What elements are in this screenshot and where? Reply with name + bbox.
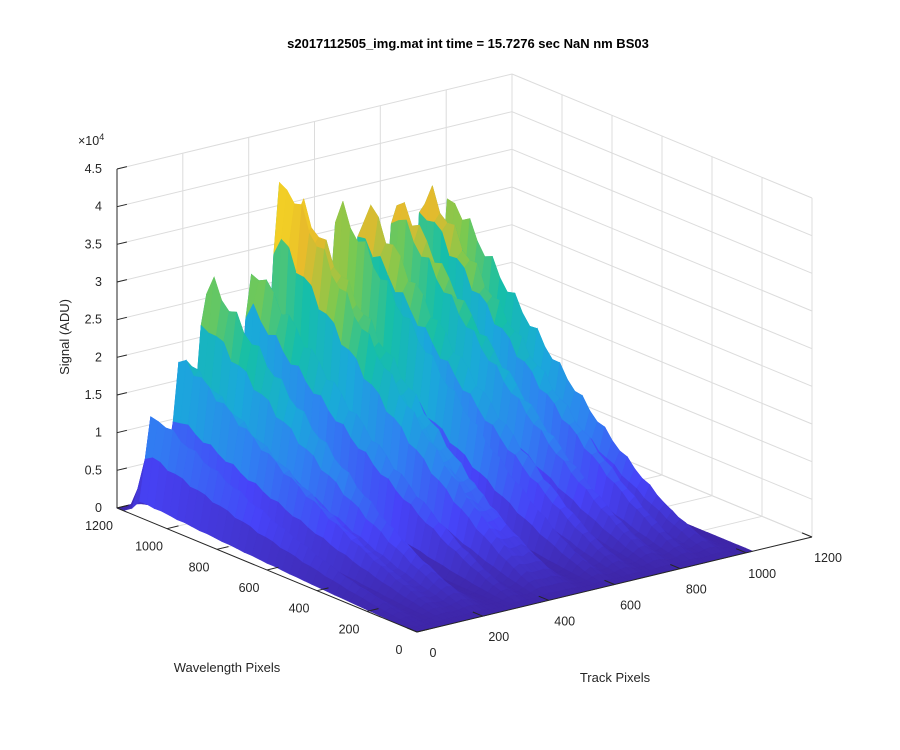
z-tick-mark [116, 279, 128, 283]
x-tick-label: 200 [488, 630, 509, 644]
grid-line-z-side [511, 224, 813, 350]
z-tick-label: 3.5 [85, 237, 102, 251]
z-tick-label: 0.5 [85, 463, 102, 477]
grid-line-z-back [116, 73, 513, 170]
surface-plot [115, 181, 754, 633]
x-tick-label: 0 [430, 646, 437, 660]
x-tick-label: 1200 [814, 551, 842, 565]
x-tick-mark [604, 579, 615, 585]
z-tick-mark [116, 392, 128, 396]
z-tick-mark [116, 505, 128, 509]
z-tick-label: 0 [95, 501, 102, 515]
y-tick-mark [316, 587, 329, 592]
z-tick-label: 2 [95, 350, 102, 364]
y-tick-label: 200 [339, 622, 360, 636]
tick-labels: 0200400600800100012000200400600800100012… [85, 162, 842, 660]
z-tick-mark [116, 203, 128, 208]
z-tick-mark [116, 467, 128, 471]
grid-line-z-side [511, 111, 813, 237]
x-tick-mark [670, 564, 681, 570]
z-tick-mark [116, 354, 128, 358]
y-tick-label: 0 [396, 643, 403, 657]
chart-title: s2017112505_img.mat int time = 15.7276 s… [287, 36, 649, 51]
y-tick-label: 800 [189, 560, 210, 574]
grid-line-z-back [116, 111, 513, 208]
z-tick-label: 3 [95, 275, 102, 289]
x-tick-label: 600 [620, 599, 641, 613]
x-tick-mark [406, 627, 418, 633]
z-axis-label: Signal (ADU) [57, 299, 72, 375]
y-tick-label: 400 [289, 602, 310, 616]
y-tick-mark [166, 525, 179, 530]
z-tick-mark [116, 429, 128, 434]
x-tick-mark [472, 611, 483, 617]
grid-line-z-side [511, 337, 813, 463]
z-tick-label: 4.5 [85, 162, 102, 176]
axes-lines [116, 166, 813, 633]
z-tick-label: 1 [95, 426, 102, 440]
z-tick-label: 4 [95, 200, 102, 214]
x-tick-mark [538, 595, 549, 601]
z-tick-label: 1.5 [85, 388, 102, 402]
z-exponent-label: ×104 [78, 132, 104, 148]
y-tick-label: 1200 [85, 519, 113, 533]
grid-line-z-side [511, 261, 813, 387]
y-tick-mark [416, 628, 429, 633]
z-tick-mark [116, 166, 128, 170]
x-axis-label: Track Pixels [580, 670, 651, 685]
x-tick-mark [801, 532, 813, 538]
z-tick-mark [116, 316, 128, 321]
z-tick-mark [116, 241, 128, 245]
grid-line-z-side [511, 148, 813, 274]
y-tick-label: 600 [239, 581, 260, 595]
grid-line-z-side [511, 73, 813, 199]
x-tick-label: 1000 [748, 567, 776, 581]
grid-line-z-side [511, 299, 813, 425]
z-tick-label: 2.5 [85, 313, 102, 327]
grid-line-z-side [511, 186, 813, 312]
y-tick-mark [266, 566, 279, 571]
y-tick-mark [366, 608, 379, 612]
x-tick-mark [736, 548, 747, 554]
x-tick-label: 400 [554, 614, 575, 628]
y-axis-label: Wavelength Pixels [174, 660, 281, 675]
grid-line-z-back [116, 148, 513, 245]
y-tick-label: 1000 [135, 540, 163, 554]
y-tick-mark [216, 546, 229, 550]
x-tick-label: 800 [686, 583, 707, 597]
